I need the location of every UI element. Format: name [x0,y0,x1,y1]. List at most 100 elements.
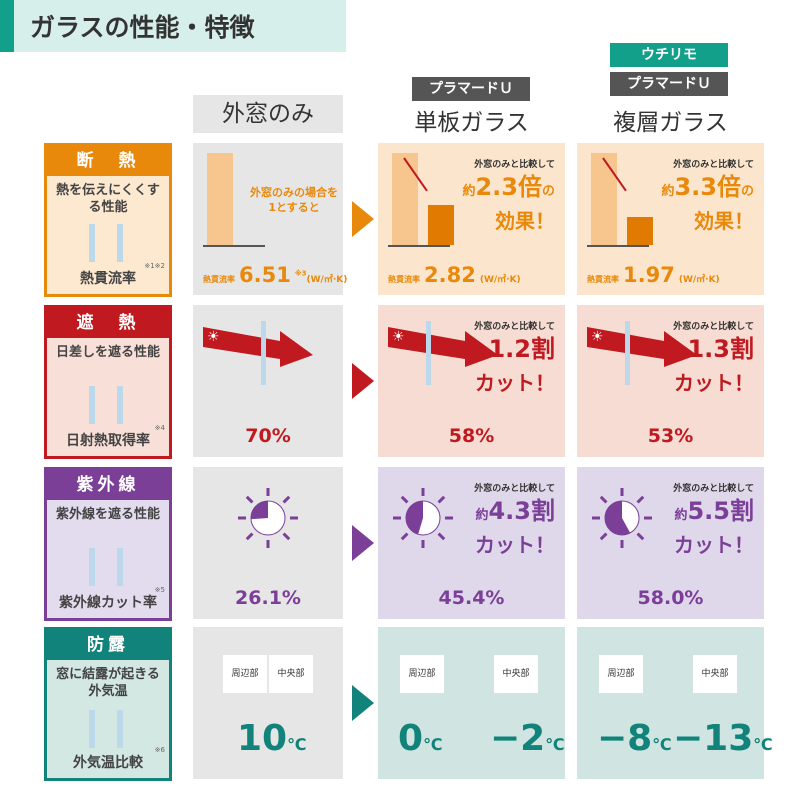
footnote-mark: ※1※2 [144,262,165,270]
figure: 3.3倍 [674,173,741,201]
center-label: 中央部 [269,655,313,693]
footnote-mark: ※6 [154,746,165,754]
category-metric: 熱貫流率 [80,271,136,287]
unit: ℃ [287,735,307,754]
glass-panes-icon [89,710,123,748]
footnote-mark: ※5 [154,586,165,594]
category-box-shade: 遮 熱日差しを遮る性能 日射熱取得率 ※4 [44,305,172,459]
value: −13 [673,718,754,759]
category-description: 熱を伝えにくくする性能 [56,183,160,215]
value-label: 熱貫流率 [587,275,619,284]
value: 10 [237,718,288,759]
unit: (W/㎡·K) [306,275,348,285]
center-label: 中央部 [494,655,538,693]
suffix: の [541,184,555,199]
value: 1.97 [623,263,675,287]
baseline-note: 外窓のみの場合を1とすると [250,186,338,214]
improvement-figure: 約4.3割 カット！ [475,497,555,559]
comparison-note: 外窓のみと比較して [474,160,555,170]
sun-uv-cut-icon [587,483,657,557]
arrow-right-icon [352,685,374,721]
figure: 2.3倍 [475,173,542,201]
comparison-note: 外窓のみと比較して [673,322,754,332]
sun-icon: ☀ [207,329,220,345]
prefix: 約 [661,184,675,199]
figure: 4.3割 [488,497,555,525]
bar-outer-window [392,153,418,245]
column-header-double-glass: 複層ガラス [613,110,728,136]
uv-cut-value: 58.0% [637,587,704,609]
unit: ℃ [423,735,443,754]
solar-gain-value: 58% [448,425,495,447]
heat-transmittance: 熱貫流率 2.82 (W/㎡·K) [388,263,521,287]
suffix: の [740,184,754,199]
category-metric: 日射熱取得率 [66,433,150,449]
bar-outer-window [207,153,233,245]
glass-panes-icon [89,386,123,424]
product-tag: プラマードＵ [610,72,728,96]
cell-heat-c2: 外窓のみと比較して 約2.3倍の 効果！ 熱貫流率 2.82 (W/㎡·K) [378,143,565,295]
cell-uv-c2: 外窓のみと比較して 約4.3割 カット！ 45.4% [378,467,565,619]
value: 6.51 [239,263,291,287]
cell-uv-c3: 外窓のみと比較して約5.5割 カット！ 58.0% [577,467,764,619]
improvement-line2: カット！ [475,371,555,395]
dew-temperature-center: −13℃ [673,718,773,759]
unit: ℃ [652,735,672,754]
sun-uv-cut-icon [233,483,303,557]
improvement-figure: 約5.5割 カット！ [674,497,754,559]
sun-uv-cut-icon [388,483,458,557]
value: 2.82 [424,263,476,287]
cell-shade-c1: ☀ 70% [193,305,343,457]
bar-improved [428,205,454,245]
footnote-mark: ※3 [294,269,307,278]
category-box-uv: 紫外線 紫外線を遮る性能 紫外線カット率 ※5 [44,467,172,621]
cell-dew-c3: 周辺部 中央部 −8℃ −13℃ [577,627,773,779]
category-title: 遮 熱 [47,308,169,338]
solar-gain-value: 70% [245,425,291,447]
dew-temperature-center: −2℃ [490,718,565,759]
title-bar [0,0,346,52]
category-description: 窓に結露が起きる外気温 [56,667,160,699]
baseline [587,245,649,247]
center-label: 中央部 [693,655,737,693]
comparison-note: 外窓のみと比較して [673,484,754,494]
uv-cut-value: 26.1% [235,587,301,609]
column-header-outer-only: 外窓のみ [193,95,343,133]
category-box-heat: 断 熱熱を伝えにくくする性能 熱貫流率 ※1※2 [44,143,172,297]
value: −8 [597,718,653,759]
improvement-line2: カット！ [475,533,555,557]
value-label: 熱貫流率 [388,275,420,284]
dew-temperature: 10℃ [237,718,306,759]
comparison-note: 外窓のみと比較して [474,322,555,332]
comparison-note: 外窓のみと比較して [673,160,754,170]
product-tag: プラマードＵ [412,77,530,101]
footnote-mark: ※4 [154,424,165,432]
unit: ℃ [545,735,565,754]
category-metric: 外気温比較 [73,755,143,771]
category-box-dew: 防露窓に結露が起きる外気温外気温比較 ※6 [44,627,172,781]
comparison-note: 外窓のみと比較して [474,484,555,494]
category-metric: 紫外線カット率 [59,595,157,611]
sun-icon: ☀ [591,329,604,345]
figure: 1.2割 [488,335,555,363]
improvement-line2: 効果！ [495,209,555,233]
arrow-right-icon [352,525,374,561]
uv-cut-value: 45.4% [438,587,505,609]
value-label: 熱貫流率 [203,275,235,284]
category-title: 防露 [47,630,169,660]
baseline [203,245,265,247]
edge-label: 周辺部 [599,655,643,693]
glass-panes-icon [89,224,123,262]
unit: (W/㎡·K) [479,275,521,285]
sun-icon: ☀ [392,329,405,345]
product-tag-top: ウチリモ [610,43,728,67]
baseline [388,245,450,247]
glass-pane-icon [625,321,630,385]
prefix: 約 [674,508,688,523]
heat-transmittance: 熱貫流率 6.51 ※3(W/㎡·K) [203,263,347,287]
value: 0 [398,718,424,759]
arrow-right-icon [352,363,374,399]
improvement-figure: 約3.3倍の 効果！ [661,173,754,235]
